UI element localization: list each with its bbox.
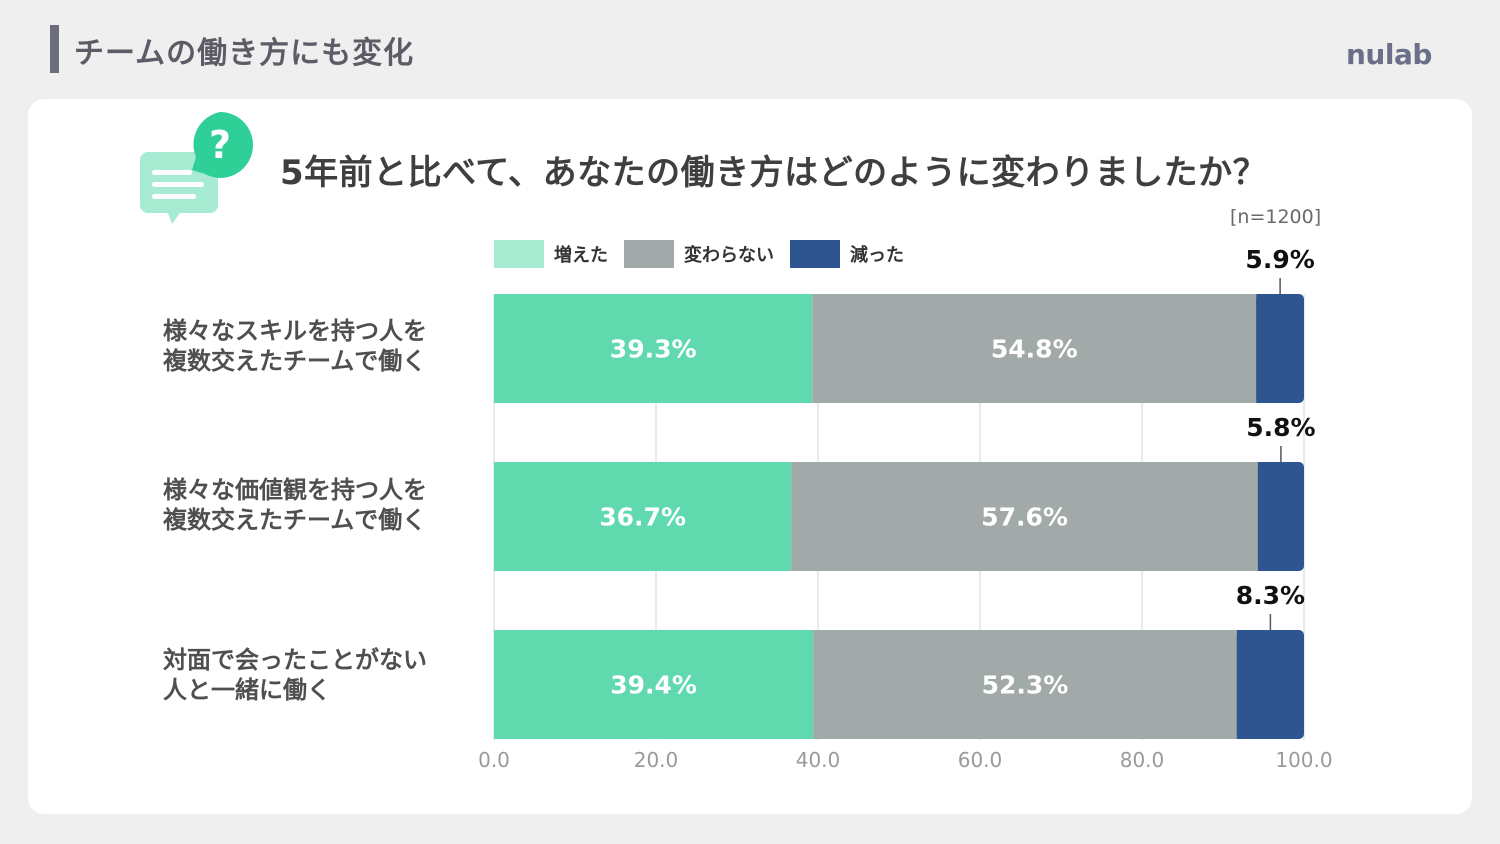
question-speech-bubble-icon: ?: [136, 110, 258, 228]
x-tick-label: 60.0: [958, 748, 1003, 772]
category-label: 対面で会ったことがない 人と一緒に働く: [163, 646, 427, 704]
legend-item-unchanged: 変わらない: [624, 240, 774, 268]
x-tick-label: 40.0: [796, 748, 841, 772]
section-title: チームの働き方にも変化: [74, 36, 415, 71]
legend-swatch: [624, 240, 674, 268]
bar-segment: [813, 630, 1237, 739]
bar-segment: [1256, 294, 1304, 403]
data-label: 5.9%: [1245, 245, 1314, 274]
category-label: 様々なスキルを持つ人を 複数交えたチームで働く: [163, 317, 427, 375]
x-tick-label: 20.0: [634, 748, 679, 772]
bar-segment-edge: [1257, 462, 1264, 571]
question-mark-icon: ?: [209, 123, 231, 167]
category-label: 様々な価値観を持つ人を 複数交えたチームで働く: [163, 476, 427, 534]
legend-label: 減った: [850, 245, 904, 266]
data-label: 54.8%: [991, 335, 1078, 364]
data-label: 8.3%: [1236, 581, 1305, 610]
data-label: 57.6%: [981, 503, 1068, 532]
bar-segment-edge: [1236, 630, 1243, 739]
bar-segment: [791, 462, 1258, 571]
line-2: [152, 182, 204, 187]
legend-item-increased: 増えた: [494, 240, 608, 268]
x-tick-label: 80.0: [1120, 748, 1165, 772]
legend-swatch: [494, 240, 544, 268]
line-1: [152, 170, 192, 175]
x-tick-label: 0.0: [478, 748, 510, 772]
data-label: 36.7%: [599, 503, 686, 532]
legend-label: 増えた: [554, 245, 608, 266]
data-label: 39.3%: [610, 335, 697, 364]
section-bar: [50, 25, 59, 73]
bar-segment-edge: [1256, 294, 1263, 403]
brand-logo: nulab: [1346, 38, 1432, 71]
x-tick-label: 100.0: [1275, 748, 1332, 772]
legend-item-decreased: 減った: [790, 240, 904, 268]
data-label: 5.8%: [1246, 413, 1315, 442]
sample-size: [n=1200]: [1230, 206, 1322, 228]
question-title: 5年前と比べて、あなたの働き方はどのように変わりましたか？: [280, 153, 1268, 193]
data-label: 39.4%: [610, 671, 697, 700]
bar-segment: [494, 630, 814, 739]
bar-segment: [494, 294, 813, 403]
legend: 増えた 変わらない 減った: [494, 240, 920, 268]
legend-swatch: [790, 240, 840, 268]
bar-segment: [1257, 462, 1304, 571]
legend-label: 変わらない: [684, 245, 774, 266]
bar-segment: [494, 462, 792, 571]
bar-segment: [1236, 630, 1304, 739]
line-3: [152, 194, 196, 199]
bar-segment: [812, 294, 1257, 403]
front-bubble-icon: [192, 112, 253, 178]
data-label: 52.3%: [982, 671, 1069, 700]
